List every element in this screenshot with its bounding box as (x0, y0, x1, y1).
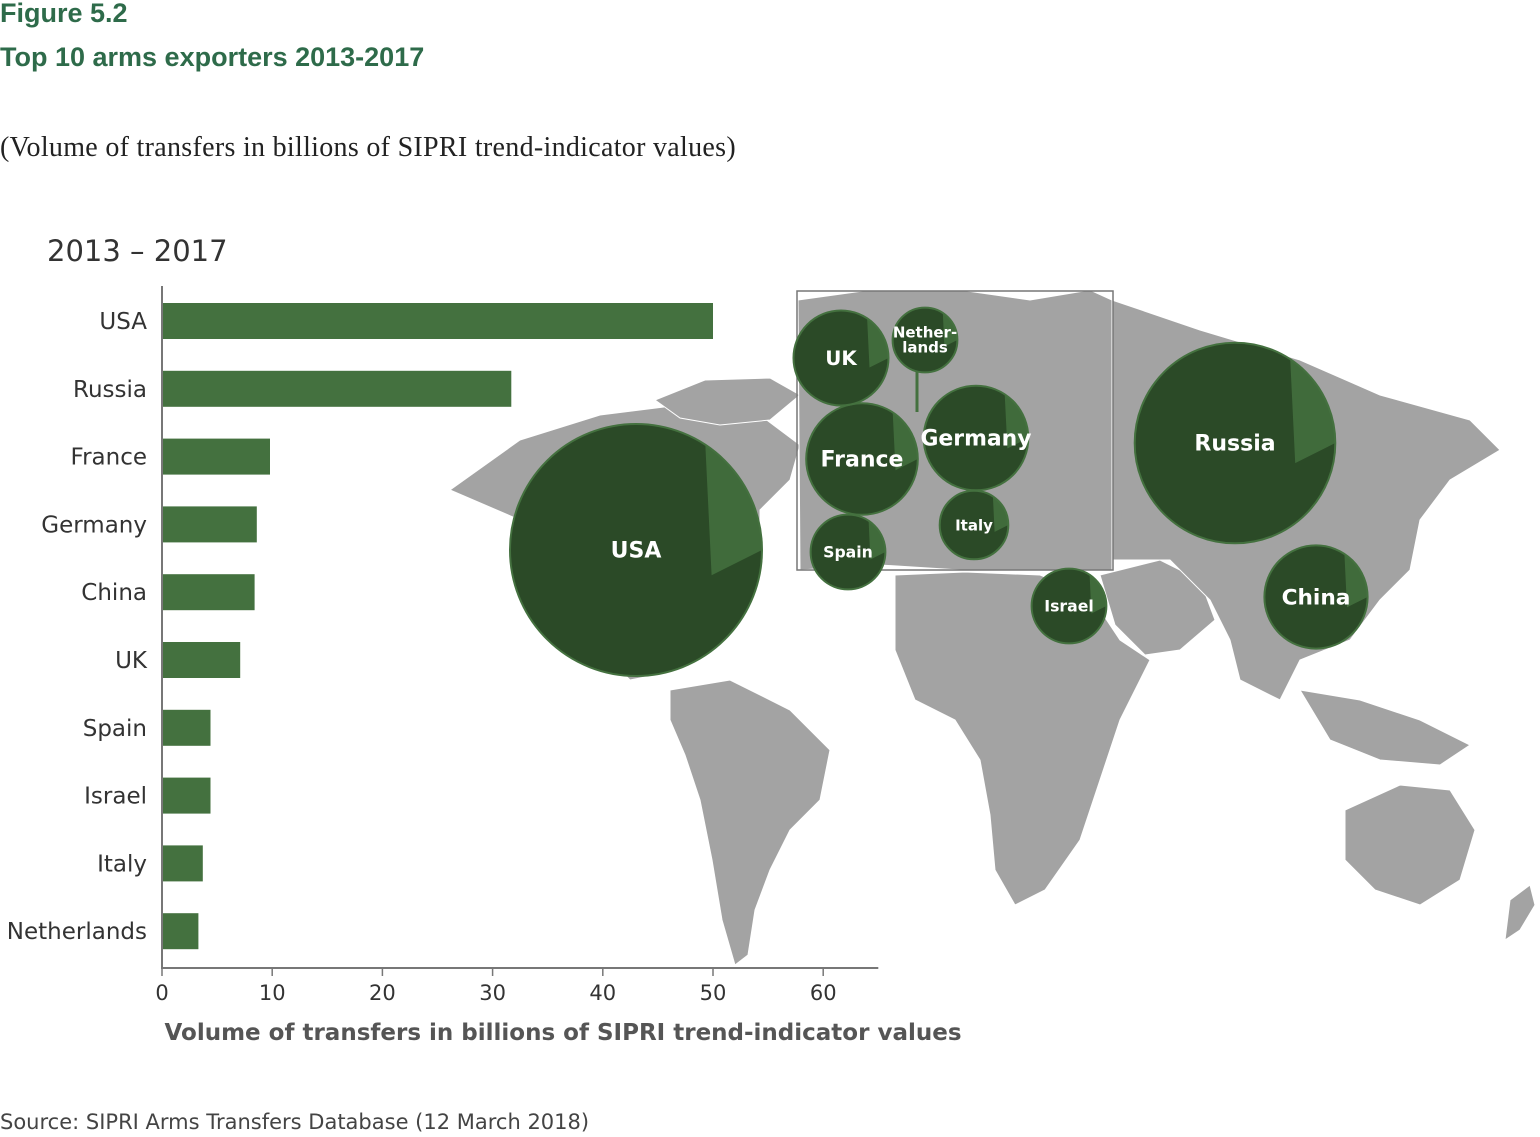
bubble-highlight-netherlands (942, 312, 958, 347)
bubble-label-germany: Germany (920, 427, 1031, 452)
bubble-label-spain: Spain (823, 543, 873, 562)
map-africa (894, 571, 1151, 906)
bar-usa (162, 303, 713, 339)
x-axis-title: Volume of transfers in billions of SIPRI… (164, 1020, 961, 1046)
axes: 0 10 20 30 40 50 60 (155, 286, 879, 1005)
source-note: Source: SIPRI Arms Transfers Database (1… (0, 1110, 590, 1134)
category-label-italy: Italy (97, 851, 147, 877)
bubble-highlight-uk (867, 318, 889, 368)
bubble-label-netherlands: Nether-lands (893, 324, 957, 357)
bubble-highlight-italy (992, 496, 1009, 532)
bubble-highlight-spain (868, 520, 886, 560)
x-tick-label-30: 30 (479, 981, 506, 1005)
bar-germany (162, 506, 257, 543)
figure-label: Figure 5.2 (0, 0, 128, 28)
category-label-israel: Israel (84, 784, 147, 810)
x-tick-label-0: 0 (155, 981, 168, 1005)
bar-group (162, 303, 713, 950)
x-tick-label-20: 20 (369, 981, 396, 1005)
bubble-highlight-usa (705, 444, 763, 576)
bubble-highlight-russia (1290, 358, 1336, 464)
bubble-label-israel: Israel (1044, 597, 1094, 616)
bubble-highlight-china (1344, 553, 1368, 608)
category-label-china: China (81, 580, 147, 606)
bubble-label-france: France (821, 448, 904, 473)
category-label-france: France (71, 445, 147, 471)
bar-israel (162, 777, 211, 814)
map-southeast-asia (1299, 689, 1471, 766)
bubble-label-usa: USA (611, 539, 662, 564)
bubble-highlight-germany (1004, 394, 1029, 449)
bar-spain (162, 709, 211, 746)
bubble-highlight-france (892, 412, 918, 471)
category-label-russia: Russia (73, 377, 147, 403)
map-greenland (653, 377, 801, 426)
chart-subtitle: (Volume of transfers in billions of SIPR… (0, 132, 736, 163)
bubble-highlight-israel (1089, 574, 1107, 614)
x-tick-label-60: 60 (810, 981, 837, 1005)
x-tick-label-10: 10 (259, 981, 286, 1005)
category-labels: USA Russia France Germany China UK Spain Israel… (7, 309, 148, 945)
category-label-germany: Germany (41, 512, 147, 538)
bubble-label-china: China (1282, 586, 1351, 611)
category-label-netherlands: Netherlands (7, 919, 147, 945)
map-australia (1344, 784, 1476, 906)
bar-france (162, 438, 270, 475)
x-tick-label-50: 50 (700, 981, 727, 1005)
bar-uk (162, 642, 241, 678)
category-label-uk: UK (115, 648, 148, 674)
category-label-usa: USA (99, 309, 147, 335)
bubble-label-uk: UK (825, 347, 858, 370)
bubble-label-italy: Italy (955, 516, 993, 534)
bubble-label-russia: Russia (1194, 432, 1275, 457)
map-middle-east (1099, 559, 1216, 656)
bar-china (162, 574, 255, 611)
category-label-spain: Spain (83, 716, 147, 742)
map-new-zealand (1504, 884, 1536, 942)
map-south-america (669, 679, 831, 966)
period-label: 2013 – 2017 (47, 234, 228, 268)
map-bubbles: USA Russia France Germany China UK Spain Israel… (509, 306, 1369, 677)
bar-russia (162, 370, 512, 407)
bar-netherlands (162, 913, 199, 950)
x-tick-label-40: 40 (589, 981, 616, 1005)
bar-italy (162, 845, 203, 882)
chart-title: Top 10 arms exporters 2013-2017 (0, 42, 425, 72)
europe-inset-frame (796, 290, 1114, 571)
